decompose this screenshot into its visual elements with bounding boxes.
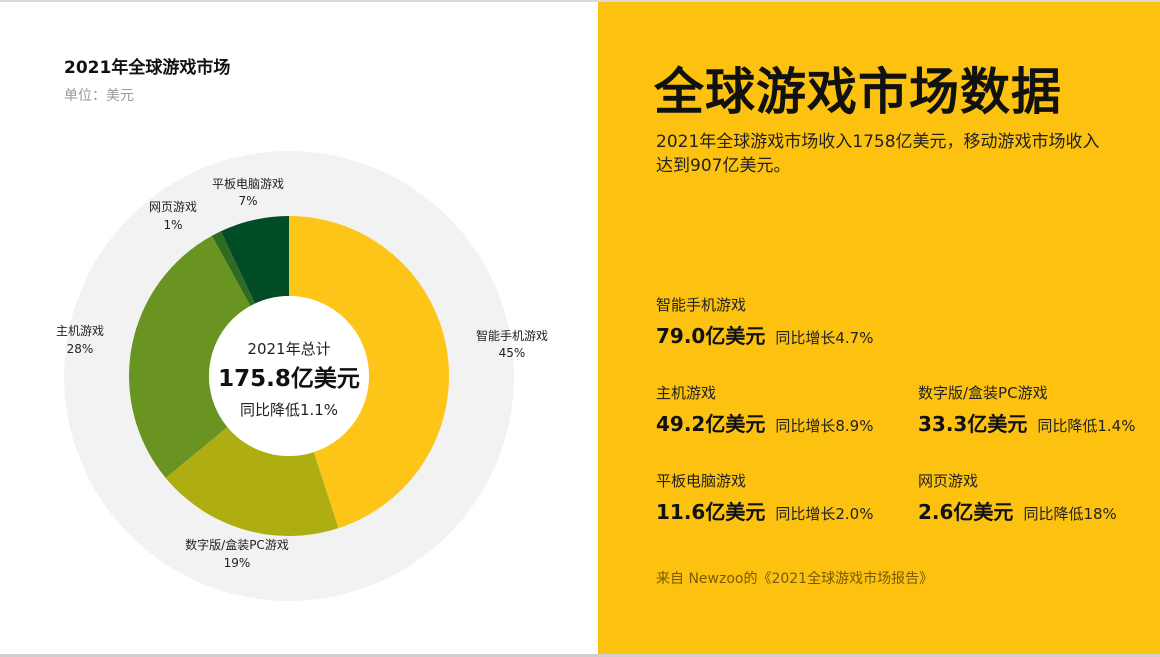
stat-value: 79.0亿美元 (656, 324, 766, 348)
panel-title: 全球游戏市场数据 (654, 63, 1062, 121)
stat-tablet: 平板电脑游戏 11.6亿美元 同比增长2.0% (656, 470, 873, 525)
stat-value: 2.6亿美元 (918, 500, 1014, 524)
stat-pc: 数字版/盒装PC游戏 33.3亿美元 同比降低1.4% (918, 382, 1135, 437)
donut-slice-3 (211, 231, 255, 306)
slice-label-console: 主机游戏 (56, 324, 104, 338)
chart-title: 2021年全球游戏市场 (64, 58, 231, 78)
stat-label: 平板电脑游戏 (656, 472, 747, 490)
stat-value: 11.6亿美元 (656, 500, 766, 524)
stat-change: 同比降低18% (1023, 505, 1117, 523)
slice-label-tablet: 平板电脑游戏 (212, 177, 284, 191)
stat-smartphone: 智能手机游戏 79.0亿美元 同比增长4.7% (656, 294, 873, 349)
donut-slice-2 (129, 235, 251, 478)
donut-chart: 2021年总计 175.8亿美元 同比降低1.1% 智能手机游戏 45% 数字版… (56, 151, 548, 601)
stat-value: 49.2亿美元 (656, 412, 766, 436)
stat-console: 主机游戏 49.2亿美元 同比增长8.9% (656, 382, 873, 437)
stat-label: 智能手机游戏 (656, 296, 747, 314)
slice-percent-pc: 19% (224, 556, 251, 570)
info-panel: 全球游戏市场数据 2021年全球游戏市场收入1758亿美元，移动游戏市场收入达到… (598, 2, 1160, 654)
stat-label: 网页游戏 (918, 472, 979, 490)
slice-percent-console: 28% (67, 342, 94, 356)
slice-label-web: 网页游戏 (149, 200, 197, 214)
center-change: 同比降低1.1% (240, 401, 338, 419)
center-value: 175.8亿美元 (218, 365, 360, 392)
donut-slice-0 (289, 216, 450, 529)
donut-slices (129, 216, 450, 536)
slice-label-pc: 数字版/盒装PC游戏 (185, 537, 289, 552)
stat-change: 同比增长4.7% (775, 329, 874, 347)
chart-unit: 单位：美元 (64, 88, 134, 104)
stat-web: 网页游戏 2.6亿美元 同比降低18% (918, 470, 1117, 525)
slice-percent-web: 1% (163, 218, 182, 232)
slice-percent-tablet: 7% (238, 194, 257, 208)
chart-panel: 2021年全球游戏市场 单位：美元 2021年总计 175.8亿美元 同比降低1… (0, 2, 598, 654)
stat-change: 同比降低1.4% (1037, 417, 1136, 435)
donut-slice-4 (220, 216, 289, 304)
stat-change: 同比增长8.9% (775, 417, 874, 435)
stat-change: 同比增长2.0% (775, 505, 874, 523)
stat-label: 数字版/盒装PC游戏 (918, 384, 1048, 402)
source-note: 来自 Newzoo的《2021全球游戏市场报告》 (656, 571, 934, 587)
donut-hole (209, 296, 369, 456)
center-label: 2021年总计 (247, 340, 330, 358)
stat-label: 主机游戏 (656, 384, 717, 402)
donut-slice-1 (165, 426, 339, 536)
top-border (0, 0, 1160, 2)
bottom-border (0, 654, 1160, 657)
stat-value: 33.3亿美元 (918, 412, 1028, 436)
slice-percent-smartphone: 45% (499, 346, 526, 360)
slice-label-smartphone: 智能手机游戏 (476, 328, 548, 343)
panel-description: 2021年全球游戏市场收入1758亿美元，移动游戏市场收入达到907亿美元。 (656, 132, 1100, 176)
